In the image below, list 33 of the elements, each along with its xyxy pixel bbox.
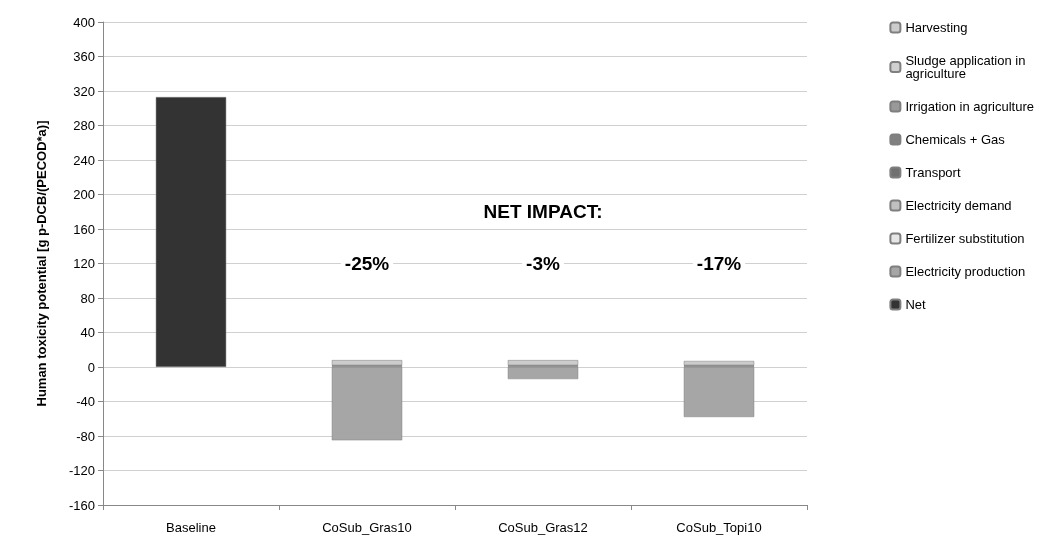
y-tick-label: 80 xyxy=(80,290,95,306)
x-tick-label: CoSub_Gras10 xyxy=(322,520,412,535)
y-tick-label: -80 xyxy=(76,428,95,444)
legend-label: Irrigation in agriculture xyxy=(905,99,1035,114)
legend-label: Sludge application in agriculture xyxy=(905,53,1029,81)
y-tick-label: 0 xyxy=(87,359,95,375)
y-tick-label: 360 xyxy=(73,49,95,64)
y-tick-label: 280 xyxy=(73,118,95,133)
annotation: -25% xyxy=(344,253,390,274)
x-tick-label: CoSub_Gras12 xyxy=(498,520,588,535)
x-tick-label: Baseline xyxy=(166,520,216,535)
x-tick-label: CoSub_Topi10 xyxy=(676,520,762,535)
legend-label: Electricity demand xyxy=(905,198,1012,213)
legend-label: Electricity production xyxy=(905,264,1026,279)
legend-label: Harvesting xyxy=(905,20,968,35)
y-tick-label: -120 xyxy=(68,463,95,478)
annotation: NET IMPACT: xyxy=(483,201,603,223)
legend-label: Fertilizer substitution xyxy=(905,231,1025,246)
y-tick-label: -40 xyxy=(76,394,95,409)
y-axis-title: Human toxicity potential [g p-DCB/(PECOD*a)] xyxy=(34,120,49,407)
y-tick-label: -160 xyxy=(68,497,95,513)
legend-label: Chemicals + Gas xyxy=(905,132,1006,147)
annotation: -17% xyxy=(696,253,742,274)
y-tick-label: 160 xyxy=(73,221,95,237)
y-tick-label: 200 xyxy=(73,187,95,202)
legend-label: Transport xyxy=(905,165,961,180)
legend-label: Net xyxy=(905,297,926,312)
y-tick-label: 40 xyxy=(80,325,95,340)
y-tick-label: 320 xyxy=(73,83,95,99)
y-tick-label: 120 xyxy=(73,256,95,271)
y-tick-label: 400 xyxy=(73,14,95,30)
y-tick-label: 240 xyxy=(73,152,95,168)
annotation: -3% xyxy=(526,253,560,274)
